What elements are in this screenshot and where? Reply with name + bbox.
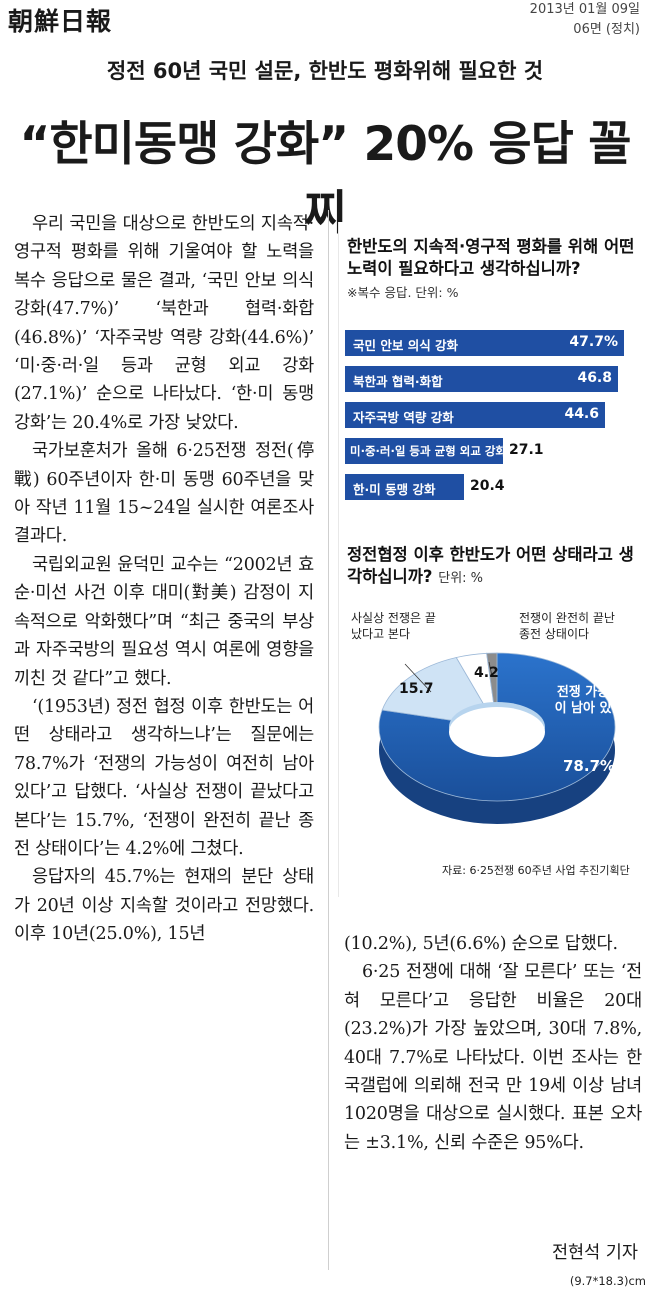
article-paragraph: 우리 국민을 대상으로 한반도의 지속적·영구적 평화를 위해 기울여야 할 노… [14, 214, 314, 433]
article-column-right: (10.2%), 5년(6.6%) 순으로 답했다. 6·25 전쟁에 대해 ‘… [344, 930, 642, 1157]
donut-chart-title-text: 정전협정 이후 한반도가 어떤 상태라고 생각하십니까? [347, 545, 634, 586]
bar-row: 국민 안보 의식 강화 47.7% [345, 330, 624, 356]
donut-label: 전쟁 가능성이 남아 있다 [554, 685, 624, 716]
article-paragraph: ‘(1953년) 정전 협정 이후 한반도는 어떤 상태라고 생각하느냐’는 질… [14, 696, 314, 859]
chart-source: 자료: 6·25전쟁 60주년 사업 추진기획단 [442, 864, 630, 877]
bar-value-label: 46.8 [577, 370, 612, 386]
donut-value-label: 4.2 [474, 665, 499, 681]
bar-chart-title: 한반도의 지속적·영구적 평화를 위해 어떤 노력이 필요하다고 생각하십니까? [347, 237, 635, 278]
page-section: 06면 (정치) [573, 22, 640, 37]
bar-category-label: 자주국방 역량 강화 [353, 410, 454, 425]
bar-category-label: 북한과 협력·화합 [353, 374, 443, 389]
size-note: (9.7*18.3)cm [569, 1274, 646, 1288]
headline: “한미동맹 강화” 20% 응답 꼴찌 [19, 117, 632, 241]
subheadline: 정전 60년 국민 설문, 한반도 평화위해 필요한 것 [106, 59, 544, 83]
article-column-left: 우리 국민을 대상으로 한반도의 지속적·영구적 평화를 위해 기울여야 할 노… [14, 210, 314, 949]
reporter-byline: 전현석 기자 [551, 1243, 638, 1263]
article-paragraph: 국가보훈처가 올해 6·25전쟁 정전(停戰) 60주년이자 한·미 동맹 60… [14, 441, 314, 547]
bar-row: 한·미 동맹 강화 20.4 [345, 474, 505, 500]
bar-row: 자주국방 역량 강화 44.6 [345, 402, 605, 428]
donut-label: 전쟁이 완전히 끝난 종전 상태이다 [519, 611, 615, 641]
donut-hole-inner [449, 707, 545, 757]
bar-category-label: 국민 안보 의식 강화 [353, 338, 459, 353]
donut-label: 사실상 전쟁은 끝났다고 본다 [351, 611, 436, 641]
bar-category-label: 미·중·러·일 등과 균형 외교 강화 [350, 444, 507, 458]
bar-value-label: 27.1 [509, 442, 544, 458]
article-paragraph: 국립외교원 윤덕민 교수는 “2002년 효순·미선 사건 이후 대미(對美) … [14, 554, 314, 689]
donut-value-label: 15.7 [399, 681, 434, 697]
article-paragraph: 6·25 전쟁에 대해 ‘잘 모른다’ 또는 ‘전혀 모른다’고 응답한 비율은… [344, 962, 642, 1153]
publication-date: 2013년 01월 09일 [529, 2, 640, 17]
bar-value-label: 47.7% [569, 334, 618, 350]
donut-chart [378, 652, 616, 824]
infographic-panel: 한반도의 지속적·영구적 평화를 위해 어떤 노력이 필요하다고 생각하십니까?… [338, 222, 644, 897]
bar-value-label: 20.4 [470, 478, 505, 494]
bar-chart: 국민 안보 의식 강화 47.7% 북한과 협력·화합 46.8 자주국방 역량… [345, 308, 641, 518]
bar-row: 북한과 협력·화합 46.8 [345, 366, 618, 392]
column-divider [328, 210, 329, 1270]
leader-line [404, 663, 432, 693]
bar-row: 미·중·러·일 등과 균형 외교 강화 27.1 [345, 438, 544, 464]
newspaper-logo: 朝鮮日報 [8, 7, 113, 36]
donut-value-label: 78.7% [563, 757, 616, 775]
bar-value-label: 44.6 [564, 406, 599, 422]
article-paragraph: 응답자의 45.7%는 현재의 분단 상태가 20년 이상 지속할 것이라고 전… [14, 867, 314, 945]
donut-chart-unit: 단위: % [438, 571, 484, 586]
leader-line [488, 661, 493, 677]
article-paragraph: (10.2%), 5년(6.6%) 순으로 답했다. [344, 934, 618, 954]
bar-category-label: 한·미 동맹 강화 [353, 482, 436, 497]
bar-chart-note: ※복수 응답. 단위: % [347, 285, 459, 300]
donut-chart-title: 정전협정 이후 한반도가 어떤 상태라고 생각하십니까? 단위: % [347, 544, 642, 590]
